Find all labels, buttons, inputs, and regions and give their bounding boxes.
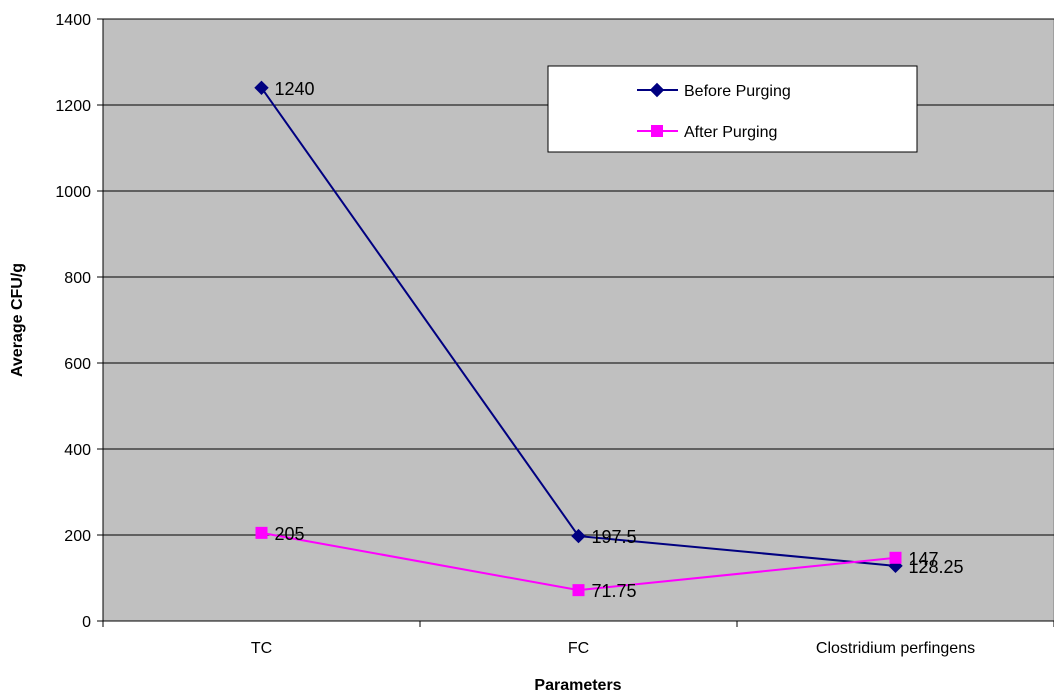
y-axis-title: Average CFU/g	[9, 263, 26, 377]
x-tick-label: Clostridium perfingens	[816, 640, 975, 657]
legend-box	[547, 65, 918, 153]
y-tick-label: 200	[64, 528, 91, 545]
legend-label: After Purging	[684, 124, 777, 141]
legend-marker	[649, 82, 665, 98]
y-tick-label: 0	[82, 614, 91, 631]
axes: 0 200 400 600 800 1000 1200 1400 TC FC Clostridium…	[55, 12, 1054, 657]
data-label: 71.75	[592, 581, 637, 601]
y-tick-label: 600	[64, 356, 91, 373]
data-label: 128.25	[909, 557, 964, 577]
x-tick-label: TC	[251, 640, 272, 657]
data-point	[889, 551, 902, 564]
y-tick-label: 1000	[55, 184, 91, 201]
data-label: 197.5	[592, 527, 637, 547]
legend-marker	[651, 125, 663, 137]
data-point	[572, 584, 585, 597]
data-point	[255, 526, 268, 539]
legend: Before Purging After Purging	[547, 65, 918, 153]
data-label: 205	[275, 524, 305, 544]
data-point	[254, 80, 269, 96]
data-point	[571, 528, 586, 544]
y-tick-label: 1400	[55, 12, 91, 29]
legend-label: Before Purging	[684, 83, 791, 100]
series-lines	[254, 80, 903, 597]
data-labels: 1240 197.5 128.25 205 71.75 147	[275, 79, 964, 601]
data-label: 147	[909, 549, 939, 569]
y-tick-label: 1200	[55, 98, 91, 115]
y-tick-label: 400	[64, 442, 91, 459]
data-label: 1240	[275, 79, 315, 99]
x-tick-label: FC	[568, 640, 589, 657]
x-axis-title: Parameters	[534, 677, 621, 693]
y-tick-label: 800	[64, 270, 91, 287]
